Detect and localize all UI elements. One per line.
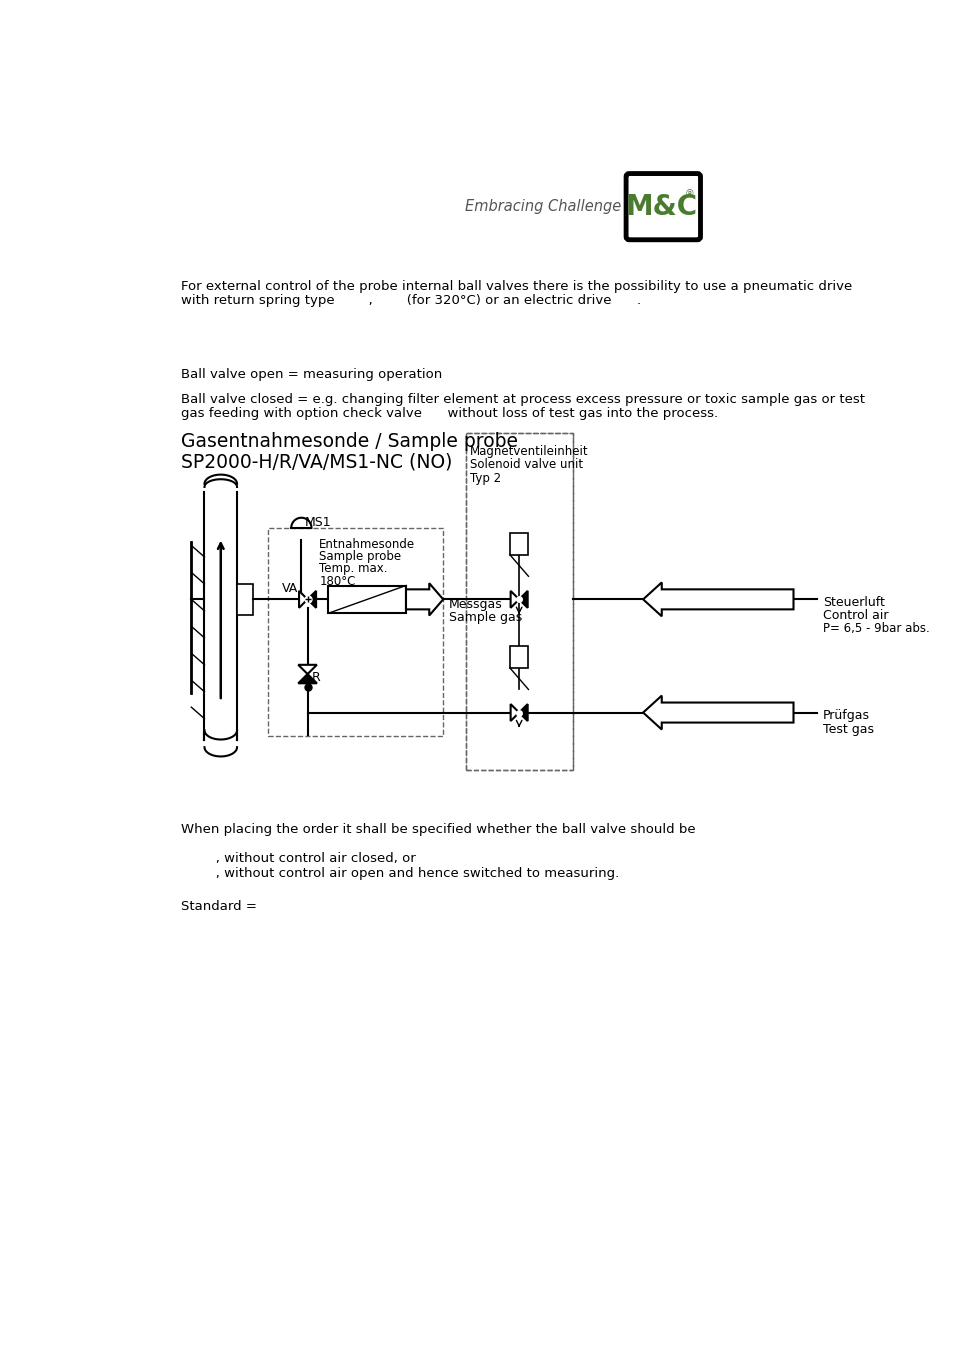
Text: R: R <box>311 671 320 684</box>
Text: with return spring type        ,        (for 320°C) or an electric drive      .: with return spring type , (for 320°C) or… <box>181 294 640 306</box>
Text: Test gas: Test gas <box>822 722 873 736</box>
Text: VA: VA <box>282 582 298 595</box>
Polygon shape <box>406 583 443 616</box>
Text: MS1: MS1 <box>304 516 331 529</box>
Text: , without control air closed, or: , without control air closed, or <box>203 852 416 865</box>
Text: Messgas: Messgas <box>448 598 502 610</box>
Text: , without control air open and hence switched to measuring.: , without control air open and hence swi… <box>203 867 618 880</box>
Polygon shape <box>298 674 316 683</box>
Text: Steuerluft: Steuerluft <box>822 595 883 609</box>
FancyBboxPatch shape <box>625 174 700 240</box>
Polygon shape <box>642 695 793 729</box>
Text: Sample probe: Sample probe <box>319 549 401 563</box>
Text: When placing the order it shall be specified whether the ball valve should be: When placing the order it shall be speci… <box>181 822 695 836</box>
Text: Entnahmesonde: Entnahmesonde <box>319 537 415 551</box>
Polygon shape <box>510 705 518 721</box>
Polygon shape <box>510 591 518 608</box>
Text: gas feeding with option check valve      without loss of test gas into the proce: gas feeding with option check valve with… <box>181 406 718 420</box>
Text: Solenoid valve unit: Solenoid valve unit <box>469 459 582 471</box>
Text: Gasentnahmesonde / Sample probe: Gasentnahmesonde / Sample probe <box>181 432 517 451</box>
Polygon shape <box>518 705 527 721</box>
Text: M&C: M&C <box>625 193 697 220</box>
Bar <box>268 528 443 736</box>
Text: ®: ® <box>684 189 694 200</box>
Bar <box>328 586 406 613</box>
Text: Prüfgas: Prüfgas <box>822 709 869 722</box>
Text: Embracing Challenge: Embracing Challenge <box>465 200 620 215</box>
Text: For external control of the probe internal ball valves there is the possibility : For external control of the probe intern… <box>181 279 852 293</box>
Text: Magnetventileinheit: Magnetventileinheit <box>469 446 588 459</box>
Bar <box>465 433 572 771</box>
Polygon shape <box>298 591 307 608</box>
Text: Control air: Control air <box>822 609 887 622</box>
Polygon shape <box>518 591 527 608</box>
Bar <box>509 533 528 555</box>
Text: Ball valve open = measuring operation: Ball valve open = measuring operation <box>181 369 442 381</box>
Bar <box>236 585 253 614</box>
Text: SP2000-H/R/VA/MS1-NC (NO): SP2000-H/R/VA/MS1-NC (NO) <box>181 452 452 471</box>
Text: Typ 2: Typ 2 <box>469 471 500 485</box>
Polygon shape <box>298 664 316 674</box>
Polygon shape <box>307 591 315 608</box>
Polygon shape <box>642 582 793 617</box>
Text: Standard =: Standard = <box>181 899 257 913</box>
Text: Sample gas: Sample gas <box>448 612 521 624</box>
Text: Ball valve closed = e.g. changing filter element at process excess pressure or t: Ball valve closed = e.g. changing filter… <box>181 393 864 406</box>
Text: P= 6,5 - 9bar abs.: P= 6,5 - 9bar abs. <box>822 622 929 636</box>
Text: 180°C: 180°C <box>319 575 355 587</box>
Text: Temp. max.: Temp. max. <box>319 563 387 575</box>
Bar <box>509 647 528 668</box>
